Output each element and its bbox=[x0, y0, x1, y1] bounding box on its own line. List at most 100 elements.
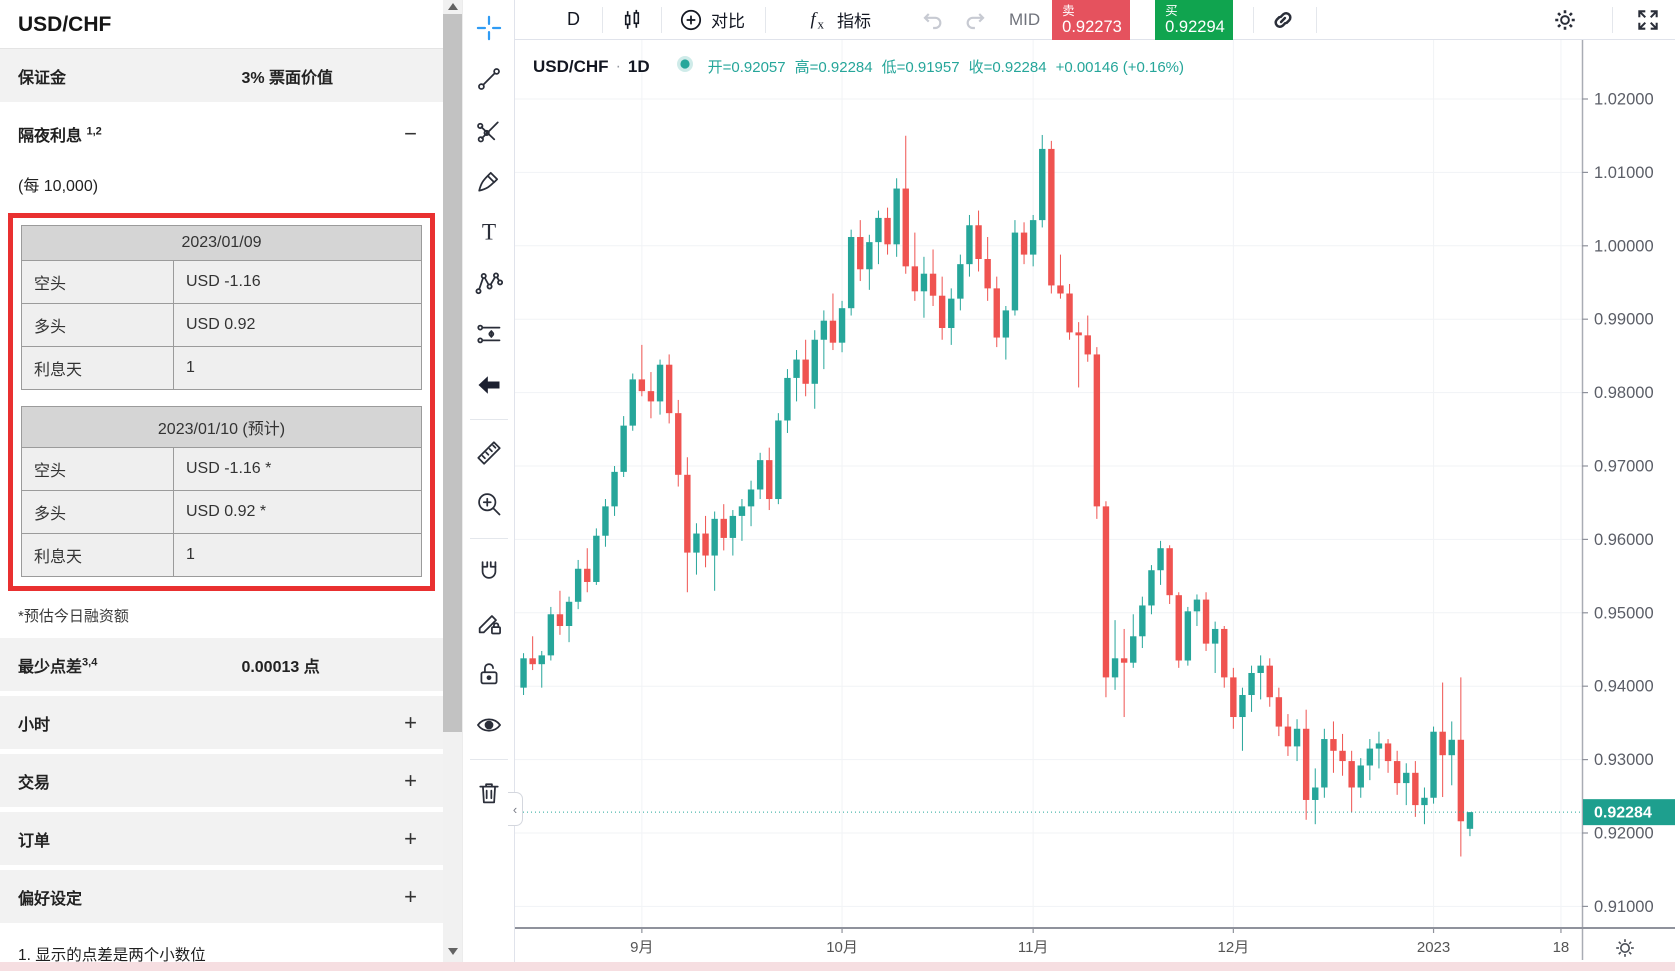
link-chart-button[interactable] bbox=[1262, 3, 1304, 37]
instrument-title: USD/CHF bbox=[0, 0, 443, 49]
min-spread-value: 0.00013 点 bbox=[241, 658, 320, 676]
zoom-in-tool[interactable] bbox=[467, 481, 511, 527]
undo-button[interactable] bbox=[911, 3, 953, 37]
svg-text:0.95000: 0.95000 bbox=[1594, 604, 1654, 622]
interval-button[interactable]: D bbox=[559, 5, 588, 34]
funding-table-date: 2023/01/09 bbox=[21, 225, 422, 261]
sidebar-footnote: 1. 显示的点差是两个小数位 bbox=[18, 947, 206, 962]
market-status-icon bbox=[676, 55, 694, 78]
funding-table-row: 空头 USD -1.16 bbox=[21, 260, 422, 304]
fullscreen-icon bbox=[1638, 9, 1658, 30]
sell-button[interactable]: 卖 0.92273 bbox=[1052, 0, 1131, 40]
eye-tool[interactable] bbox=[467, 702, 511, 748]
accordion-row-交易[interactable]: 交易 + bbox=[0, 754, 443, 807]
svg-text:1.01000: 1.01000 bbox=[1594, 164, 1654, 182]
svg-text:0.91000: 0.91000 bbox=[1594, 898, 1654, 916]
overnight-collapse-button[interactable]: − bbox=[404, 121, 417, 146]
drawing-toolbar: T bbox=[462, 0, 515, 962]
min-spread-row: 最少点差3,4 0.00013 点 bbox=[0, 638, 443, 691]
buy-button[interactable]: 买 0.92294 bbox=[1155, 0, 1234, 40]
accordion-row-订单[interactable]: 订单 + bbox=[0, 812, 443, 865]
chart-legend: USD/CHF · 1D 开=0.92057 高=0.92284 低=0.91957… bbox=[533, 55, 1193, 78]
mid-price-mode[interactable]: MID bbox=[1009, 9, 1041, 29]
svg-text:0.98000: 0.98000 bbox=[1594, 384, 1654, 402]
expand-plus-icon[interactable]: + bbox=[404, 767, 417, 793]
ruler-icon bbox=[476, 441, 501, 465]
svg-text:1.02000: 1.02000 bbox=[1594, 91, 1654, 109]
chart-style-button[interactable] bbox=[611, 3, 653, 37]
projection-icon bbox=[476, 324, 500, 344]
compare-button[interactable]: 对比 bbox=[670, 3, 753, 37]
crosshair-tool[interactable] bbox=[467, 5, 511, 51]
xabcd-pattern-icon bbox=[475, 272, 503, 295]
text-tool[interactable]: T bbox=[467, 209, 511, 255]
arrow-left-icon bbox=[478, 376, 499, 394]
redo-button[interactable] bbox=[955, 3, 997, 37]
svg-text:0.94000: 0.94000 bbox=[1594, 678, 1654, 696]
overnight-section: 隔夜利息 1,2 − (每 10,000) bbox=[0, 102, 443, 196]
overnight-label: 隔夜利息 1,2 bbox=[18, 125, 102, 145]
margin-label: 保证金 bbox=[18, 69, 67, 87]
trend-line-tool[interactable] bbox=[467, 56, 511, 102]
lock-open-tool[interactable] bbox=[467, 651, 511, 697]
svg-text:10月: 10月 bbox=[826, 939, 858, 956]
sun-icon[interactable] bbox=[1616, 939, 1634, 957]
svg-text:0.93000: 0.93000 bbox=[1594, 751, 1654, 769]
lock-open-icon bbox=[480, 663, 497, 685]
accordion-row-偏好设定[interactable]: 偏好设定 + bbox=[0, 870, 443, 923]
gear-icon bbox=[1555, 9, 1575, 30]
scroll-down-icon[interactable] bbox=[443, 945, 462, 958]
xabcd-pattern-tool[interactable] bbox=[467, 260, 511, 306]
svg-text:18: 18 bbox=[1553, 939, 1570, 956]
cross-line-icon bbox=[476, 121, 499, 143]
brush-icon bbox=[477, 171, 498, 192]
price-axis: 1.02000 1.01000 1.00000 0.99000 0.98000 0.970… bbox=[1582, 91, 1654, 916]
eye-icon bbox=[476, 718, 501, 732]
ruler-tool[interactable] bbox=[467, 430, 511, 476]
legend-ohlc-values: 开=0.92057 高=0.92284 低=0.91957 收=0.92284 +0.0… bbox=[707, 59, 1184, 76]
chart-settings-button[interactable] bbox=[1544, 3, 1586, 37]
accordion-row-小时[interactable]: 小时 + bbox=[0, 696, 443, 749]
fullscreen-button[interactable] bbox=[1627, 3, 1669, 37]
brush-tool[interactable] bbox=[467, 158, 511, 204]
scroll-up-icon[interactable] bbox=[443, 0, 462, 13]
svg-text:0.97000: 0.97000 bbox=[1594, 458, 1654, 476]
sidebar-scrollbar[interactable] bbox=[443, 0, 462, 962]
scrollbar-thumb[interactable] bbox=[443, 14, 462, 732]
funding-table-row: 利息天 1 bbox=[21, 533, 422, 577]
arrow-left-tool[interactable] bbox=[467, 362, 511, 408]
svg-text:f: f bbox=[811, 8, 819, 28]
magnet-tool[interactable] bbox=[467, 549, 511, 595]
projection-tool[interactable] bbox=[467, 311, 511, 357]
expand-plus-icon[interactable]: + bbox=[404, 709, 417, 735]
draw-lock-tool[interactable] bbox=[467, 600, 511, 646]
expand-plus-icon[interactable]: + bbox=[404, 825, 417, 851]
magnet-icon bbox=[481, 561, 496, 579]
price-chart[interactable]: 1.02000 1.01000 1.00000 0.99000 0.98000 0.970… bbox=[515, 40, 1675, 962]
plus-circle-icon bbox=[680, 9, 702, 30]
funding-table-date: 2023/01/10 (预计) bbox=[21, 406, 422, 448]
link-icon bbox=[1274, 11, 1292, 28]
funding-table-row: 多头 USD 0.92 bbox=[21, 303, 422, 347]
svg-text:12月: 12月 bbox=[1218, 939, 1250, 956]
trash-tool[interactable] bbox=[467, 770, 511, 816]
funding-table-row: 多头 USD 0.92 * bbox=[21, 490, 422, 534]
sidebar-collapse-tab[interactable]: ‹ bbox=[508, 792, 523, 826]
funding-table: 2023/01/09 空头 USD -1.16 多头 USD 0.92 利息天 1 bbox=[21, 225, 422, 390]
instrument-info-panel: USD/CHF 保证金 3% 票面价值 隔夜利息 1,2 − (每 10,000… bbox=[0, 0, 443, 962]
svg-text:x: x bbox=[818, 16, 825, 31]
overnight-per-unit: (每 10,000) bbox=[18, 178, 99, 195]
trend-line-icon bbox=[477, 68, 500, 90]
draw-lock-icon bbox=[478, 615, 501, 635]
cross-line-tool[interactable] bbox=[467, 107, 511, 153]
funding-table: 2023/01/10 (预计) 空头 USD -1.16 * 多头 USD 0.92 *… bbox=[21, 406, 422, 577]
last-price-badge: 0.92284 bbox=[1583, 799, 1675, 826]
legend-interval: 1D bbox=[627, 56, 650, 76]
expand-plus-icon[interactable]: + bbox=[404, 883, 417, 909]
svg-text:9月: 9月 bbox=[630, 939, 653, 956]
funding-highlight-box: 2023/01/09 空头 USD -1.16 多头 USD 0.92 利息天 1 2023/… bbox=[8, 213, 435, 591]
margin-row: 保证金 3% 票面价值 bbox=[0, 49, 443, 102]
